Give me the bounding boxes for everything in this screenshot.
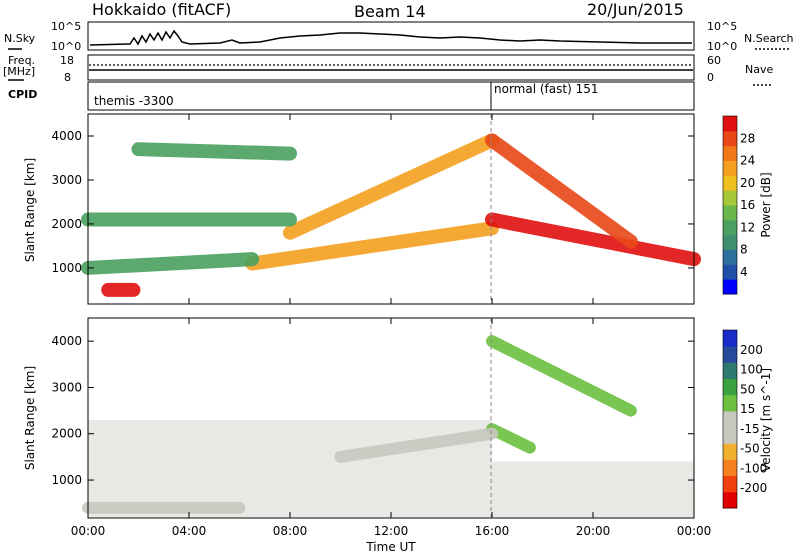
nsearch-label: N.Search bbox=[744, 32, 794, 45]
velocity-colorbar-tick: -200 bbox=[740, 481, 767, 495]
nsky-trace bbox=[89, 29, 692, 46]
velocity-colorbar-cell bbox=[723, 394, 737, 412]
velocity-colorbar-tick: 200 bbox=[740, 343, 763, 357]
power-colorbar-cell bbox=[723, 279, 737, 295]
x-tick-label: 12:00 bbox=[374, 524, 409, 538]
freq-label: Freq. bbox=[8, 54, 35, 67]
velocity-colorbar-tick: 15 bbox=[740, 402, 755, 416]
power-colorbar-tick: 20 bbox=[740, 176, 755, 190]
velocity-colorbar: 200 100 50 15 -15 -50 -100 -200 Velocity [m s^-… bbox=[722, 329, 773, 509]
power-echo-band bbox=[485, 212, 701, 267]
power-echo-band bbox=[485, 133, 638, 249]
power-colorbar-tick: 28 bbox=[740, 131, 755, 145]
x-tick-label: 08:00 bbox=[273, 524, 308, 538]
velocity-colorbar-tick: 50 bbox=[740, 382, 755, 396]
x-tick-label: 04:00 bbox=[172, 524, 207, 538]
date-title: 20/Jun/2015 bbox=[587, 0, 684, 19]
power-colorbar-cell bbox=[723, 234, 737, 250]
cpid-segment-0: themis -3300 bbox=[94, 94, 174, 108]
velocity-colorbar-cell bbox=[723, 459, 737, 477]
nsky-tick-top: 10^5 bbox=[51, 20, 81, 33]
velocity-colorbar-cell bbox=[723, 378, 737, 396]
power-colorbar-cell bbox=[723, 130, 737, 147]
velocity-low-speed-region bbox=[88, 419, 492, 518]
velocity-colorbar-cell bbox=[723, 330, 737, 347]
velocity-colorbar-cell bbox=[723, 427, 737, 444]
power-colorbar-cell bbox=[723, 264, 737, 280]
nsearch-tick-bottom: 10^0 bbox=[707, 40, 737, 53]
velocity-echo-band bbox=[334, 427, 498, 463]
velocity-echo-band bbox=[486, 335, 637, 417]
beam-title: Beam 14 bbox=[354, 2, 426, 21]
velocity-colorbar-cell bbox=[723, 362, 737, 380]
freq-unit: [MHz] bbox=[3, 65, 35, 78]
freq-tick-bottom: 8 bbox=[64, 71, 71, 84]
power-colorbar-cell bbox=[723, 175, 737, 191]
power-panel: 1000 2000 3000 4000 Slant Range [km] bbox=[23, 113, 701, 305]
velocity-colorbar-cell bbox=[723, 491, 737, 509]
power-colorbar-cell bbox=[723, 190, 737, 206]
power-echo-band bbox=[81, 252, 260, 275]
freq-tick-top: 18 bbox=[60, 54, 74, 67]
velocity-ylabel: Slant Range [km] bbox=[23, 366, 37, 470]
power-colorbar-cell bbox=[723, 249, 737, 265]
freq-panel: Freq. [MHz] 18 8 60 0 Nave bbox=[3, 54, 773, 86]
power-colorbar-tick: 12 bbox=[740, 220, 755, 234]
nsky-panel: N.Sky 10^5 10^0 10^5 10^0 N.Search bbox=[4, 20, 794, 53]
power-ytick-label: 2000 bbox=[51, 217, 82, 231]
nave-tick-bottom: 0 bbox=[707, 71, 714, 84]
power-ytick-label: 4000 bbox=[51, 129, 82, 143]
velocity-low-speed-region bbox=[492, 461, 694, 518]
velocity-echo-band bbox=[486, 423, 536, 454]
velocity-colorbar-cell bbox=[723, 475, 737, 493]
nsky-tick-bottom: 10^0 bbox=[51, 40, 81, 53]
power-ylabel: Slant Range [km] bbox=[23, 158, 37, 262]
velocity-colorbar-cell bbox=[723, 410, 737, 428]
power-colorbar-cell bbox=[723, 160, 737, 176]
power-ytick-label: 3000 bbox=[51, 173, 82, 187]
power-colorbar-tick: 4 bbox=[740, 265, 748, 279]
power-colorbar-tick: 16 bbox=[740, 198, 755, 212]
power-echo-band bbox=[283, 133, 499, 240]
power-colorbar-tick: 24 bbox=[740, 154, 755, 168]
x-tick-label: 00:00 bbox=[677, 524, 712, 538]
power-colorbar-cell bbox=[723, 116, 737, 132]
x-tick-label: 16:00 bbox=[475, 524, 510, 538]
nsearch-tick-top: 10^5 bbox=[707, 20, 737, 33]
velocity-colorbar-tick: 100 bbox=[740, 363, 763, 377]
power-colorbar-cell bbox=[723, 145, 737, 161]
x-axis-label: Time UT bbox=[365, 540, 416, 554]
power-echo-band bbox=[245, 221, 499, 271]
velocity-colorbar-cell bbox=[723, 443, 737, 460]
power-colorbar-cell bbox=[723, 205, 737, 221]
power-echo-band bbox=[131, 142, 297, 161]
velocity-ytick-label: 2000 bbox=[51, 427, 82, 441]
x-axis: 00:00 04:00 08:00 12:00 16:00 20:00 00:00 bbox=[71, 114, 712, 538]
power-colorbar-cell bbox=[723, 219, 737, 236]
x-tick-label: 00:00 bbox=[71, 524, 106, 538]
power-colorbar-tick: 8 bbox=[740, 243, 748, 257]
velocity-ytick-label: 1000 bbox=[51, 473, 82, 487]
power-ytick-label: 1000 bbox=[51, 261, 82, 275]
velocity-panel: 1000 2000 3000 4000 Slant Range [km] bbox=[23, 317, 695, 519]
velocity-colorbar-label: Velocity [m s^-1] bbox=[759, 368, 773, 472]
station-title: Hokkaido (fitACF) bbox=[92, 0, 231, 19]
velocity-colorbar-cell bbox=[723, 346, 737, 363]
velocity-ytick-label: 3000 bbox=[51, 380, 82, 394]
velocity-colorbar-tick: -50 bbox=[740, 442, 760, 456]
power-colorbar: 28 24 20 16 12 8 4 Power [dB] bbox=[722, 115, 773, 295]
nsky-label: N.Sky bbox=[4, 32, 36, 45]
velocity-colorbar-tick: -100 bbox=[740, 461, 767, 475]
nave-tick-top: 60 bbox=[707, 54, 721, 67]
x-tick-label: 20:00 bbox=[576, 524, 611, 538]
velocity-colorbar-tick: -15 bbox=[740, 422, 760, 436]
cpid-segment-1: normal (fast) 151 bbox=[494, 82, 598, 96]
velocity-ytick-label: 4000 bbox=[51, 334, 82, 348]
cpid-label: CPID bbox=[8, 88, 37, 101]
power-colorbar-label: Power [dB] bbox=[759, 172, 773, 237]
cpid-panel: CPID themis -3300 normal (fast) 151 bbox=[8, 81, 695, 111]
nave-label: Nave bbox=[745, 63, 773, 76]
